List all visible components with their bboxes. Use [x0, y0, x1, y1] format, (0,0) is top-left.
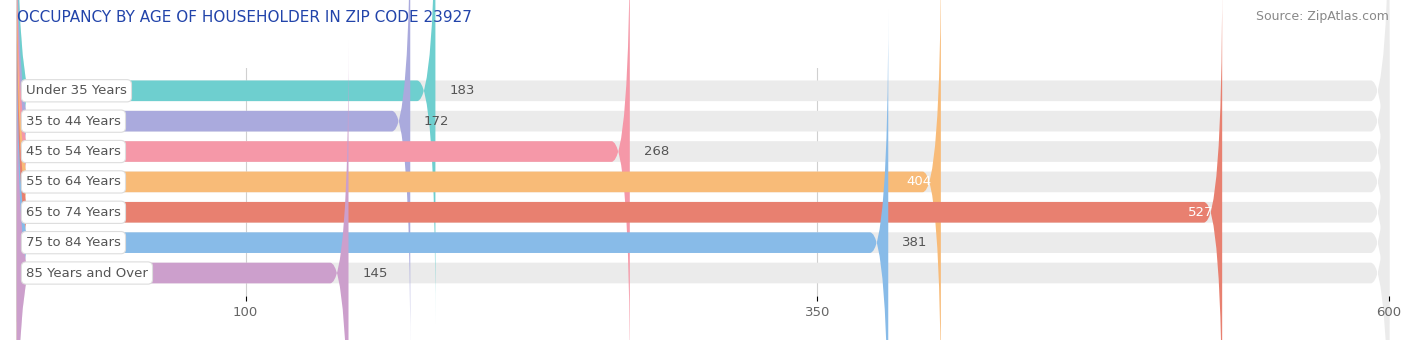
Text: 145: 145: [363, 267, 388, 279]
FancyBboxPatch shape: [17, 0, 630, 340]
FancyBboxPatch shape: [17, 40, 349, 340]
Text: 268: 268: [644, 145, 669, 158]
FancyBboxPatch shape: [17, 40, 1389, 340]
FancyBboxPatch shape: [17, 10, 889, 340]
Text: 183: 183: [449, 84, 474, 97]
Text: OCCUPANCY BY AGE OF HOUSEHOLDER IN ZIP CODE 23927: OCCUPANCY BY AGE OF HOUSEHOLDER IN ZIP C…: [17, 10, 472, 25]
FancyBboxPatch shape: [17, 0, 1222, 340]
FancyBboxPatch shape: [17, 0, 411, 340]
Text: 45 to 54 Years: 45 to 54 Years: [27, 145, 121, 158]
Text: 55 to 64 Years: 55 to 64 Years: [27, 175, 121, 188]
Text: 381: 381: [903, 236, 928, 249]
Text: 172: 172: [425, 115, 450, 128]
FancyBboxPatch shape: [17, 0, 1389, 340]
FancyBboxPatch shape: [17, 0, 1389, 340]
FancyBboxPatch shape: [17, 0, 1389, 323]
FancyBboxPatch shape: [17, 10, 1389, 340]
FancyBboxPatch shape: [17, 0, 1389, 340]
Text: 75 to 84 Years: 75 to 84 Years: [27, 236, 121, 249]
Text: Under 35 Years: Under 35 Years: [27, 84, 127, 97]
FancyBboxPatch shape: [17, 0, 436, 323]
Text: 35 to 44 Years: 35 to 44 Years: [27, 115, 121, 128]
Text: Source: ZipAtlas.com: Source: ZipAtlas.com: [1256, 10, 1389, 23]
Text: 527: 527: [1188, 206, 1213, 219]
Text: 65 to 74 Years: 65 to 74 Years: [27, 206, 121, 219]
Text: 404: 404: [907, 175, 932, 188]
FancyBboxPatch shape: [17, 0, 1389, 340]
Text: 85 Years and Over: 85 Years and Over: [27, 267, 148, 279]
FancyBboxPatch shape: [17, 0, 941, 340]
